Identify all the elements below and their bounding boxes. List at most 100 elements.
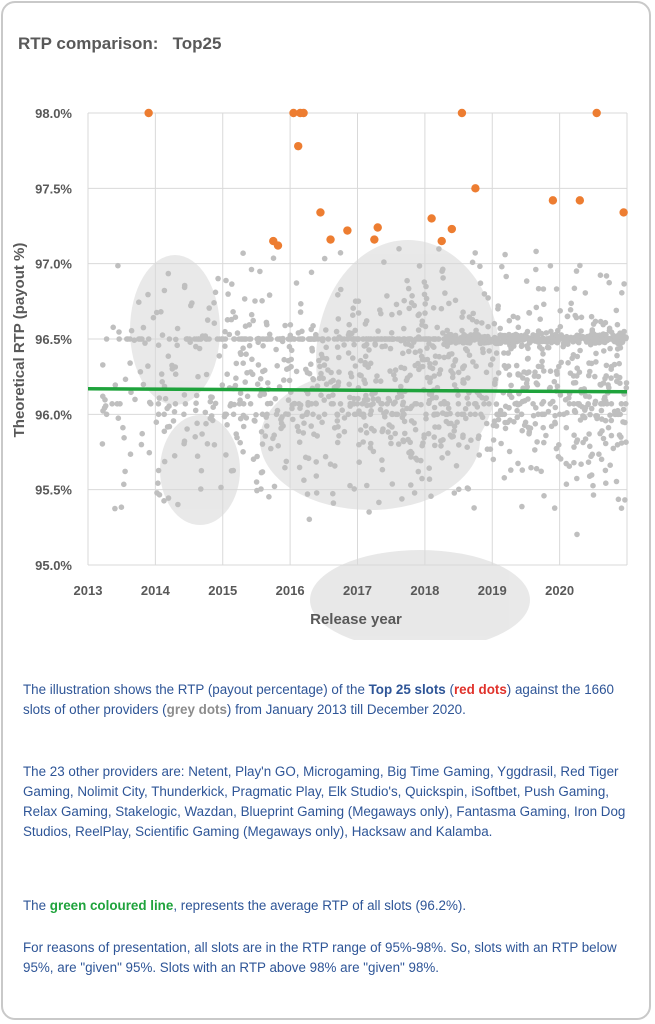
other-slot-dot xyxy=(339,336,345,342)
other-slot-dot xyxy=(515,333,521,339)
other-slot-dot xyxy=(118,504,125,511)
other-slot-dot xyxy=(571,401,577,407)
other-slot-dot xyxy=(318,392,324,399)
other-slot-dot xyxy=(290,401,297,407)
other-slot-dot xyxy=(293,368,300,375)
other-slot-dot xyxy=(445,450,451,456)
other-slot-dot xyxy=(202,409,209,416)
other-slot-dot xyxy=(121,435,127,441)
other-slot-dot xyxy=(233,360,240,367)
other-slot-dot xyxy=(112,382,119,388)
other-slot-dot xyxy=(309,348,316,354)
other-slot-dot xyxy=(402,430,408,437)
x-tick-label: 2016 xyxy=(276,583,305,598)
other-slot-dot xyxy=(267,400,274,407)
other-slot-dot xyxy=(563,424,570,431)
other-slot-dot xyxy=(461,331,467,338)
other-slot-dot xyxy=(401,418,408,425)
other-slot-dot xyxy=(450,362,457,369)
other-slot-dot xyxy=(195,373,201,380)
other-slot-dot xyxy=(497,325,504,332)
other-slot-dot xyxy=(362,380,369,387)
other-slot-dot xyxy=(423,295,430,302)
other-slot-dot xyxy=(387,434,394,441)
other-slot-dot xyxy=(408,454,414,460)
other-slot-dot xyxy=(171,409,178,415)
other-slot-dot xyxy=(409,293,415,299)
other-slot-dot xyxy=(308,401,315,407)
other-slot-dot xyxy=(266,292,273,298)
other-slot-dot xyxy=(132,396,138,403)
other-slot-dot xyxy=(541,411,548,418)
other-slot-dot xyxy=(590,492,597,498)
other-slot-dot xyxy=(253,412,259,418)
other-slot-dot xyxy=(393,411,399,418)
other-slot-dot xyxy=(408,418,415,424)
other-slot-dot xyxy=(393,301,400,308)
other-slot-dot xyxy=(165,270,172,277)
description-paragraph-3: The green coloured line, represents the … xyxy=(23,898,467,913)
other-slot-dot xyxy=(321,255,328,262)
other-slot-dot xyxy=(444,343,451,349)
other-slot-dot xyxy=(611,338,618,345)
other-slot-dot xyxy=(316,357,322,364)
x-tick-label: 2015 xyxy=(208,583,237,598)
other-slot-dot xyxy=(284,366,290,373)
other-slot-dot xyxy=(485,295,491,301)
other-slot-dot xyxy=(131,337,138,344)
other-slot-dot xyxy=(139,430,145,437)
other-slot-dot xyxy=(354,336,360,342)
other-slot-dot xyxy=(416,263,423,269)
other-slot-dot xyxy=(533,266,539,273)
other-slot-dot xyxy=(481,401,487,407)
other-slot-dot xyxy=(399,496,405,502)
other-slot-dot xyxy=(115,262,121,269)
other-slot-dot xyxy=(412,426,419,433)
other-slot-dot xyxy=(515,371,521,377)
other-slot-dot xyxy=(521,422,528,429)
other-slot-dot xyxy=(377,406,384,413)
other-slot-dot xyxy=(254,487,260,494)
other-slot-dot xyxy=(270,255,277,261)
other-slot-dot xyxy=(124,336,130,342)
other-slot-dot xyxy=(233,375,239,382)
other-slot-dot xyxy=(522,334,529,341)
other-slot-dot xyxy=(333,328,340,335)
other-slot-dot xyxy=(223,452,229,458)
other-slot-dot xyxy=(450,433,457,440)
other-slot-dot xyxy=(327,461,334,468)
other-slot-dot xyxy=(597,272,604,279)
other-slot-dot xyxy=(556,411,563,418)
other-slot-dot xyxy=(557,392,564,398)
other-slot-dot xyxy=(203,420,209,427)
other-slot-dot xyxy=(508,467,514,473)
other-slot-dot xyxy=(366,509,372,515)
other-slot-dot xyxy=(224,371,230,378)
other-slot-dot xyxy=(479,320,485,326)
other-slot-dot xyxy=(100,408,106,414)
other-slot-dot xyxy=(439,455,445,461)
other-slot-dot xyxy=(261,391,268,397)
other-slot-dot xyxy=(406,348,412,355)
other-slot-dot xyxy=(345,411,352,418)
other-slot-dot xyxy=(162,395,169,402)
other-slot-dot xyxy=(533,405,539,411)
top25-dot xyxy=(370,235,379,244)
other-slot-dot xyxy=(341,342,347,348)
other-slot-dot xyxy=(142,340,148,346)
other-slot-dot xyxy=(510,313,517,320)
other-slot-dot xyxy=(115,415,122,422)
other-slot-dot xyxy=(305,390,311,397)
x-tick-label: 2014 xyxy=(141,583,171,598)
other-slot-dot xyxy=(181,440,187,447)
other-slot-dot xyxy=(209,394,215,401)
other-slot-dot xyxy=(514,414,520,421)
x-tick-label: 2018 xyxy=(410,583,439,598)
other-slot-dot xyxy=(459,314,465,320)
other-slot-dot xyxy=(194,453,201,460)
other-slot-dot xyxy=(456,442,462,448)
other-slot-dot xyxy=(155,480,161,487)
other-slot-dot xyxy=(514,315,521,321)
other-slot-dot xyxy=(273,346,279,353)
other-slot-dot xyxy=(396,246,402,252)
